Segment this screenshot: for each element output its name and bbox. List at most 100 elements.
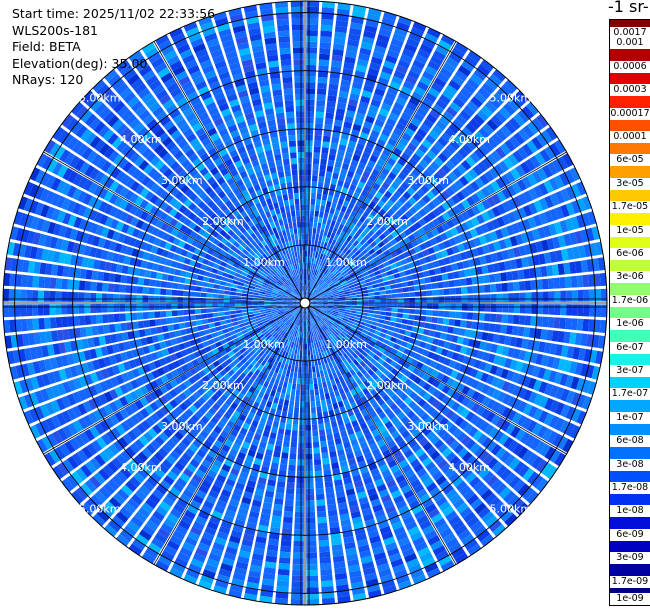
ray-gate: [329, 317, 336, 322]
ray-gate: [76, 449, 89, 463]
ray-gate: [347, 383, 354, 391]
ray-gate: [305, 169, 312, 176]
ray-gate: [235, 310, 242, 314]
ray-gate: [427, 201, 437, 211]
ray-gate: [273, 325, 279, 331]
ray-gate: [361, 446, 371, 455]
ray-gate: [119, 529, 134, 542]
ray-gate: [311, 281, 315, 288]
ray-gate: [339, 230, 346, 238]
ray-gate: [322, 274, 327, 281]
ray-gate: [102, 324, 110, 334]
ray-gate: [440, 406, 451, 416]
ray-gate: [426, 165, 436, 176]
ray-gate: [327, 159, 335, 167]
ray-gate: [396, 21, 410, 32]
ray-gate: [600, 288, 607, 302]
ray-gate: [174, 376, 183, 385]
ray-gate: [540, 239, 550, 252]
ray-gate: [517, 128, 530, 142]
ray-gate: [79, 431, 90, 445]
ray-gate: [553, 277, 561, 289]
ray-gate: [227, 377, 235, 385]
ray-gate: [311, 274, 314, 281]
ray-gate: [276, 433, 284, 441]
ray-gate: [484, 303, 491, 312]
ray-gate: [216, 499, 227, 509]
ray-gate: [138, 268, 146, 277]
ray-gate: [321, 339, 326, 346]
ray-gate: [493, 355, 502, 365]
ray-gate: [421, 249, 430, 257]
ray-gate: [55, 278, 63, 290]
ray-gate: [332, 43, 345, 51]
ray-gate: [191, 358, 200, 367]
ray-gate: [428, 87, 440, 98]
ray-gate: [349, 570, 362, 579]
ray-gate: [549, 142, 561, 157]
ray-gate: [318, 170, 326, 177]
ray-gate: [504, 139, 516, 152]
ray-gate: [186, 418, 196, 428]
ray-gate: [173, 385, 183, 395]
ray-gate: [257, 342, 264, 348]
ray-gate: [387, 389, 395, 398]
ray-gate: [373, 314, 380, 319]
ray-gate: [240, 544, 252, 553]
ray-gate: [317, 412, 323, 419]
ray-gate: [332, 290, 339, 294]
ray-gate: [306, 285, 308, 292]
ray-gate: [81, 502, 95, 516]
ray-gate: [554, 402, 565, 416]
ray-gate: [92, 359, 101, 371]
ray-gate: [513, 132, 526, 145]
ray-gate: [508, 293, 515, 302]
ray-gate: [354, 212, 362, 220]
ray-gate: [338, 312, 345, 316]
ray-gate: [319, 289, 325, 294]
ray-gate: [442, 111, 454, 122]
ray-gate: [400, 383, 409, 392]
ray-gate: [396, 288, 404, 293]
ray-gate: [313, 152, 321, 159]
ray-gate: [342, 246, 349, 254]
ray-gate: [320, 273, 326, 280]
ray-gate: [279, 463, 288, 471]
ray-gate: [270, 304, 277, 307]
ray-gate: [183, 284, 191, 291]
ray-gate: [302, 355, 305, 362]
ray-gate: [326, 165, 334, 173]
ray-gate: [391, 213, 400, 221]
ray-gate: [232, 337, 240, 344]
ray-gate: [179, 373, 188, 382]
ray-gate: [317, 314, 323, 320]
ray-gate: [79, 327, 87, 338]
ray-gate: [309, 389, 315, 396]
ray-gate: [403, 449, 414, 459]
ray-gate: [409, 382, 418, 391]
ray-gate: [221, 444, 231, 453]
ray-gate: [416, 347, 425, 355]
ray-gate: [542, 164, 553, 178]
ray-gate: [511, 498, 525, 512]
ray-gate: [351, 303, 358, 306]
ray-gate: [441, 222, 450, 232]
ray-gate: [401, 318, 409, 325]
ray-gate: [537, 167, 548, 181]
ray-gate: [393, 190, 402, 199]
ray-gate: [305, 111, 315, 118]
ray-gate: [280, 539, 292, 547]
ray-gate: [123, 525, 137, 538]
ray-gate: [538, 212, 548, 225]
ray-gate: [287, 382, 292, 389]
ray-gate: [416, 488, 428, 499]
ray-gate: [356, 455, 365, 463]
ray-gate: [351, 419, 359, 428]
ray-gate: [277, 574, 290, 582]
ray-gate: [352, 321, 360, 327]
ray-gate: [433, 518, 447, 529]
ray-gate: [385, 254, 393, 261]
ray-gate: [315, 482, 324, 489]
ray-gate: [287, 299, 294, 302]
ray-gate: [174, 430, 184, 441]
